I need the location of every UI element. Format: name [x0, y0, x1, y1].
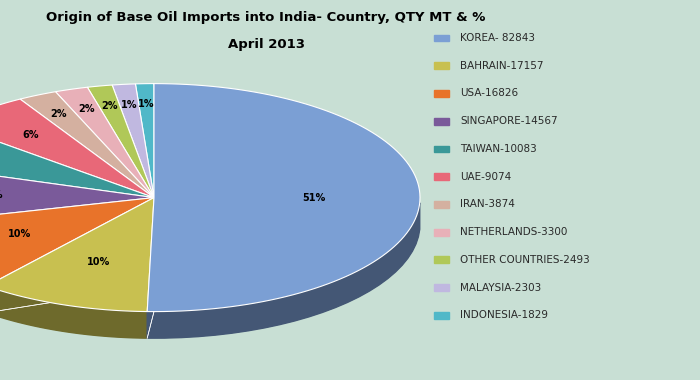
Text: BAHRAIN-17157: BAHRAIN-17157	[460, 61, 543, 71]
Text: 6%: 6%	[22, 130, 38, 140]
Bar	[434, 35, 449, 41]
Polygon shape	[0, 286, 147, 338]
Text: 51%: 51%	[302, 193, 326, 203]
Polygon shape	[0, 163, 154, 225]
Bar	[434, 201, 449, 208]
Text: OTHER COUNTRIES-2493: OTHER COUNTRIES-2493	[460, 255, 589, 265]
Polygon shape	[0, 125, 154, 198]
Text: SINGAPORE-14567: SINGAPORE-14567	[460, 116, 557, 126]
Text: TAIWAN-10083: TAIWAN-10083	[460, 144, 537, 154]
Text: 1%: 1%	[121, 100, 137, 110]
Text: NETHERLANDS-3300: NETHERLANDS-3300	[460, 227, 567, 237]
Polygon shape	[147, 84, 420, 312]
Ellipse shape	[0, 110, 420, 338]
Text: April 2013: April 2013	[228, 38, 304, 51]
Bar	[434, 256, 449, 263]
Text: UAE-9074: UAE-9074	[460, 172, 511, 182]
Bar	[434, 90, 449, 97]
Bar	[434, 284, 449, 291]
Text: 10%: 10%	[87, 257, 111, 267]
Bar	[434, 229, 449, 236]
Polygon shape	[0, 198, 154, 312]
Text: 1%: 1%	[138, 99, 155, 109]
Polygon shape	[20, 92, 154, 198]
Text: 10%: 10%	[8, 230, 31, 239]
Text: IRAN-3874: IRAN-3874	[460, 200, 514, 209]
Bar	[434, 146, 449, 152]
Text: 2%: 2%	[50, 109, 66, 119]
Bar	[434, 62, 449, 69]
Polygon shape	[0, 198, 154, 286]
Text: KOREA- 82843: KOREA- 82843	[460, 33, 535, 43]
Text: INDONESIA-1829: INDONESIA-1829	[460, 310, 548, 320]
Text: MALAYSIA-2303: MALAYSIA-2303	[460, 283, 541, 293]
Text: 9%: 9%	[0, 190, 3, 200]
Bar	[434, 312, 449, 319]
Polygon shape	[147, 203, 420, 338]
Polygon shape	[0, 99, 154, 198]
Bar	[434, 118, 449, 125]
Text: 2%: 2%	[78, 104, 94, 114]
Polygon shape	[55, 87, 154, 198]
Polygon shape	[88, 85, 154, 198]
Text: Origin of Base Oil Imports into India- Country, QTY MT & %: Origin of Base Oil Imports into India- C…	[46, 11, 486, 24]
Text: USA-16826: USA-16826	[460, 89, 518, 98]
Polygon shape	[112, 84, 154, 198]
Text: 2%: 2%	[102, 101, 118, 111]
Bar	[434, 173, 449, 180]
Polygon shape	[135, 84, 154, 198]
